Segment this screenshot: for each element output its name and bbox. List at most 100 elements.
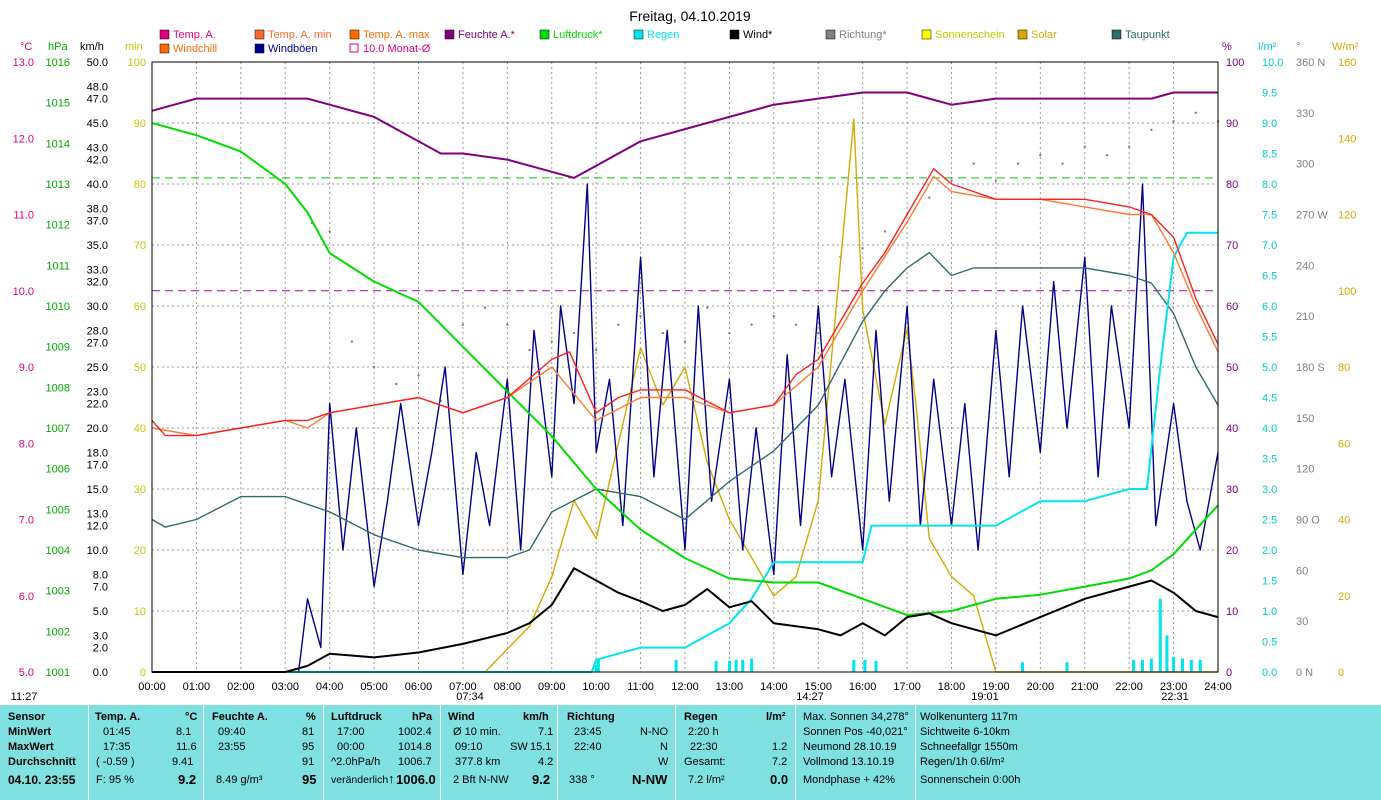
axis-unit-label: min bbox=[125, 41, 143, 53]
legend-swatch bbox=[349, 43, 359, 53]
legend-label: Temp. A. bbox=[173, 29, 216, 41]
sensor-header: Sensor bbox=[8, 711, 46, 723]
rain-per-hour: Regen/1h 0.6l/m² bbox=[920, 756, 1005, 768]
rain-tick: 9.0 bbox=[1262, 118, 1277, 130]
min-tick: 0 bbox=[140, 667, 146, 679]
legend-swatch bbox=[1111, 29, 1122, 40]
rain-tick: 7.0 bbox=[1262, 240, 1277, 252]
pressure-tick: 1004 bbox=[46, 545, 70, 557]
separator bbox=[440, 705, 441, 800]
rain-tick: 6.0 bbox=[1262, 301, 1277, 313]
rain-bar bbox=[1180, 658, 1184, 672]
legend-swatch bbox=[633, 29, 644, 40]
direction-dot bbox=[594, 348, 598, 352]
temp-header: Temp. A. bbox=[95, 711, 141, 723]
rain-bar bbox=[750, 658, 754, 672]
direction-dot bbox=[1083, 145, 1086, 148]
direction-dot bbox=[1150, 128, 1153, 131]
direction-tick: 360 N bbox=[1296, 57, 1325, 69]
x-tick: 21:00 bbox=[1071, 681, 1099, 693]
rain-bar bbox=[741, 659, 745, 672]
wind-tick: 43.0 bbox=[87, 142, 108, 154]
x-tick: 09:00 bbox=[538, 681, 566, 693]
legend-swatch bbox=[729, 29, 740, 40]
humidity-max-time: 23:55 bbox=[218, 741, 246, 753]
wind-tick: 40.0 bbox=[87, 179, 108, 191]
snow-line: Schneefallgr 1550m bbox=[920, 741, 1018, 753]
rain-last-value: 1.2 bbox=[772, 741, 788, 753]
temp-change: ( -0.59 ) bbox=[96, 756, 135, 768]
humidity-tick: 0 bbox=[1226, 667, 1232, 679]
axis-unit-label: l/m² bbox=[1258, 41, 1277, 53]
legend-label: Windböen bbox=[268, 43, 318, 55]
temp-tick: 9.0 bbox=[19, 362, 34, 374]
rain-total-label: Gesamt: bbox=[684, 756, 726, 768]
solar-tick: 20 bbox=[1338, 591, 1350, 603]
pressure-tick: 1007 bbox=[46, 423, 70, 435]
plot-frame bbox=[151, 61, 1219, 673]
solar-tick: 160 bbox=[1338, 57, 1356, 69]
rain-bar bbox=[714, 661, 718, 672]
axis-unit-label: °C bbox=[20, 41, 32, 53]
x-tick: 19:00 bbox=[982, 681, 1010, 693]
direction-dot bbox=[1016, 162, 1020, 165]
separator bbox=[675, 705, 676, 800]
direction-dot bbox=[1105, 153, 1109, 157]
direction-dot bbox=[617, 323, 620, 326]
rain-bar bbox=[1198, 659, 1202, 672]
direction-tick: 150 bbox=[1296, 413, 1314, 425]
wind-tick: 45.0 bbox=[87, 118, 108, 130]
row-label-min: MinWert bbox=[8, 726, 52, 738]
moon-phase: Mondphase + 42% bbox=[803, 774, 896, 786]
humidity-tick: 10 bbox=[1226, 606, 1238, 618]
pressure-tick: 1013 bbox=[46, 179, 70, 191]
pressure-min-time: 17:00 bbox=[337, 726, 365, 738]
x-tick: 13:00 bbox=[716, 681, 744, 693]
row-label-avg: Durchschnitt bbox=[8, 756, 76, 768]
wind-tick: 10.0 bbox=[87, 545, 108, 557]
legend-swatch bbox=[349, 29, 360, 40]
wind-unit: km/h bbox=[523, 711, 549, 723]
temp-tick: 13.0 bbox=[13, 57, 34, 69]
direction-dot bbox=[794, 323, 798, 326]
visibility: Sichtweite 6-10km bbox=[920, 726, 1010, 738]
legend-label: Feuchte A.* bbox=[458, 29, 516, 41]
direction-tick: 60 bbox=[1296, 565, 1308, 577]
wind-distance: 377.8 km bbox=[455, 756, 501, 768]
direction-current: N-NW bbox=[632, 772, 668, 787]
humidity-unit: % bbox=[306, 711, 316, 723]
rain-bar bbox=[594, 664, 598, 672]
direction-dot bbox=[372, 365, 376, 369]
wind-tick: 13.0 bbox=[87, 508, 108, 520]
sun-event-label: 19:01 bbox=[971, 691, 999, 703]
wind-max-time: 09:10 bbox=[455, 741, 483, 753]
wind-tick: 17.0 bbox=[87, 460, 108, 472]
wind-max-direction: SW bbox=[510, 741, 528, 753]
axis-unit-label: hPa bbox=[48, 41, 68, 53]
pressure-avg-value: 1006.7 bbox=[398, 756, 432, 768]
separator bbox=[795, 705, 796, 800]
axis-unit-label: W/m² bbox=[1332, 41, 1359, 53]
direction-dot bbox=[550, 340, 553, 343]
legend-label: Taupunkt bbox=[1125, 29, 1170, 41]
legend-swatch bbox=[159, 29, 170, 40]
direction-dot bbox=[817, 331, 820, 335]
temp-tick: 5.0 bbox=[19, 667, 34, 679]
wind-tick: 35.0 bbox=[87, 240, 108, 252]
legend-label: Sonnenschein bbox=[935, 29, 1005, 41]
legend-swatch bbox=[539, 29, 550, 40]
temp-tick: 6.0 bbox=[19, 591, 34, 603]
direction-dot bbox=[683, 340, 687, 343]
min-tick: 90 bbox=[134, 118, 146, 130]
rain-tick: 7.5 bbox=[1262, 210, 1277, 222]
legend-label: Wind* bbox=[743, 29, 773, 41]
temp-max-time: 17:35 bbox=[103, 741, 131, 753]
temp-tick: 7.0 bbox=[19, 515, 34, 527]
humidity-min-value: 81 bbox=[302, 726, 315, 738]
solar-tick: 0 bbox=[1338, 667, 1344, 679]
wind-tick: 12.0 bbox=[87, 521, 108, 533]
temp-tick: 11.0 bbox=[13, 210, 34, 222]
sun-event-label: 11:27 bbox=[11, 691, 38, 703]
rain-bar bbox=[734, 659, 738, 672]
sun-position: Sonnen Pos -40,021° bbox=[803, 726, 908, 738]
